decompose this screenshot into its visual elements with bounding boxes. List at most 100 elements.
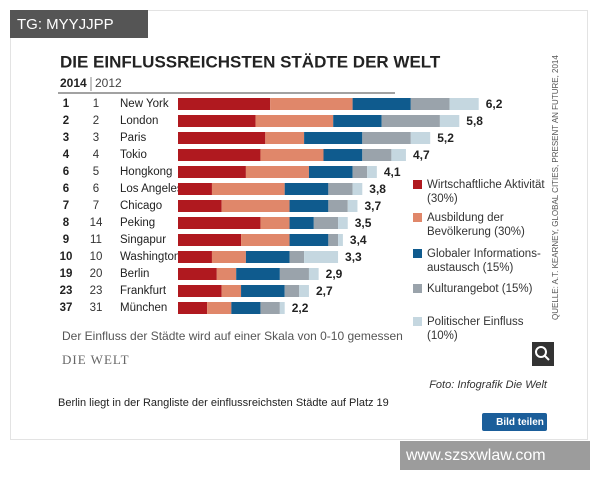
total-label: 3,8 — [369, 182, 386, 196]
city-label: Hongkong — [120, 166, 172, 178]
city-label: Peking — [120, 217, 155, 229]
bar-segment — [284, 285, 300, 297]
rank-2014: 7 — [63, 200, 69, 212]
rank-2014: 6 — [63, 183, 69, 195]
bar-segment — [211, 183, 285, 195]
bar-segment — [362, 132, 411, 144]
bar-segment — [289, 200, 329, 212]
bar-segment — [289, 251, 305, 263]
rank-2012: 1 — [93, 98, 99, 110]
rank-2012: 10 — [90, 251, 103, 263]
watermark: www.szsxwlaw.com — [405, 447, 546, 464]
legend-swatch — [413, 284, 422, 293]
bar-segment — [178, 268, 217, 280]
bar-segment — [381, 115, 440, 127]
legend-swatch — [413, 317, 422, 326]
city-label: München — [120, 302, 167, 314]
rank-2014: 23 — [60, 285, 73, 297]
source: QUELLE: A.T. KEARNEY, GLOBAL CITIES, PRE… — [551, 55, 560, 320]
rank-2012: 6 — [93, 183, 99, 195]
rank-2014: 9 — [63, 234, 69, 246]
bar-segment — [308, 166, 353, 178]
bar-segment — [279, 302, 285, 314]
bar-segment — [284, 183, 329, 195]
bar-segment — [178, 132, 266, 144]
total-label: 3,3 — [345, 250, 362, 264]
bar-segment — [362, 149, 392, 161]
bar-segment — [410, 132, 431, 144]
bar-segment — [178, 234, 242, 246]
city-label: Chicago — [120, 200, 162, 212]
legend-label: Wirtschaftliche Aktivität (30%) — [427, 179, 545, 205]
bar-segment — [449, 98, 479, 110]
rank-2014: 4 — [63, 149, 70, 161]
bar-segment — [178, 166, 246, 178]
total-label: 4,1 — [384, 165, 401, 179]
bar-segment — [241, 234, 290, 246]
city-label: Paris — [120, 132, 146, 144]
bar-segment — [241, 285, 285, 297]
bar-segment — [289, 234, 329, 246]
rank-header: 2012 — [95, 76, 122, 90]
total-label: 5,2 — [437, 131, 454, 145]
bar-segment — [245, 251, 290, 263]
bar-segment — [367, 166, 377, 178]
rank-2012: 5 — [93, 166, 99, 178]
bar-segment — [221, 200, 290, 212]
city-label: Los Angeles — [120, 183, 183, 195]
bar-segment — [178, 285, 222, 297]
rank-2012: 11 — [90, 234, 102, 246]
bar-segment — [245, 166, 309, 178]
city-label: Singapur — [120, 234, 166, 246]
bar-segment — [207, 302, 232, 314]
rank-2014: 1 — [63, 98, 70, 110]
share-button[interactable]: Bild teilen — [482, 413, 547, 431]
city-label: Tokio — [120, 149, 147, 161]
bar-segment — [299, 285, 309, 297]
legend-swatch — [413, 213, 422, 222]
city-label: London — [120, 115, 158, 127]
bar-segment — [328, 200, 348, 212]
bar-segment — [304, 251, 339, 263]
bar-segment — [178, 251, 212, 263]
bar-segment — [391, 149, 406, 161]
button-bg[interactable] — [482, 413, 547, 431]
zoom-icon — [544, 355, 550, 361]
watermark-box — [10, 10, 148, 38]
button-label[interactable]: Bild teilen — [496, 417, 544, 428]
bar-segment — [221, 285, 242, 297]
legend-label: Ausbildung der Bevölkerung (30%) — [427, 212, 525, 238]
watermark-box — [400, 441, 590, 470]
bar-segment — [178, 149, 261, 161]
watermark: TG: MYYJJPP — [17, 16, 114, 33]
bar-segment — [352, 98, 411, 110]
rank-2014: 10 — [60, 251, 73, 263]
rank-2012: 14 — [90, 217, 103, 229]
total-label: 3,7 — [364, 199, 381, 213]
bar-segment — [313, 217, 339, 229]
rank-header: 2014 — [60, 76, 87, 90]
bar-segment — [439, 115, 460, 127]
bar-segment — [178, 200, 222, 212]
legend-swatch — [413, 180, 422, 189]
bar-segment — [410, 98, 450, 110]
rank-2014: 19 — [60, 268, 73, 280]
bar-segment — [270, 98, 353, 110]
bar-segment — [352, 183, 363, 195]
rank-2012: 7 — [93, 200, 99, 212]
legend-label: Politischer Einfluss (10%) — [427, 316, 524, 342]
total-label: 2,2 — [292, 301, 309, 315]
bar-segment — [178, 302, 208, 314]
credit: Foto: Infografik Die Welt — [429, 379, 548, 391]
bar-segment — [347, 200, 358, 212]
bar-segment — [260, 302, 280, 314]
zoom-button[interactable] — [532, 342, 554, 366]
bar-segment — [308, 268, 319, 280]
bar-segment — [328, 234, 339, 246]
rank-2014: 2 — [63, 115, 69, 127]
bar-segment — [178, 98, 271, 110]
city-label: Berlin — [120, 268, 149, 280]
total-label: 2,9 — [326, 267, 343, 281]
